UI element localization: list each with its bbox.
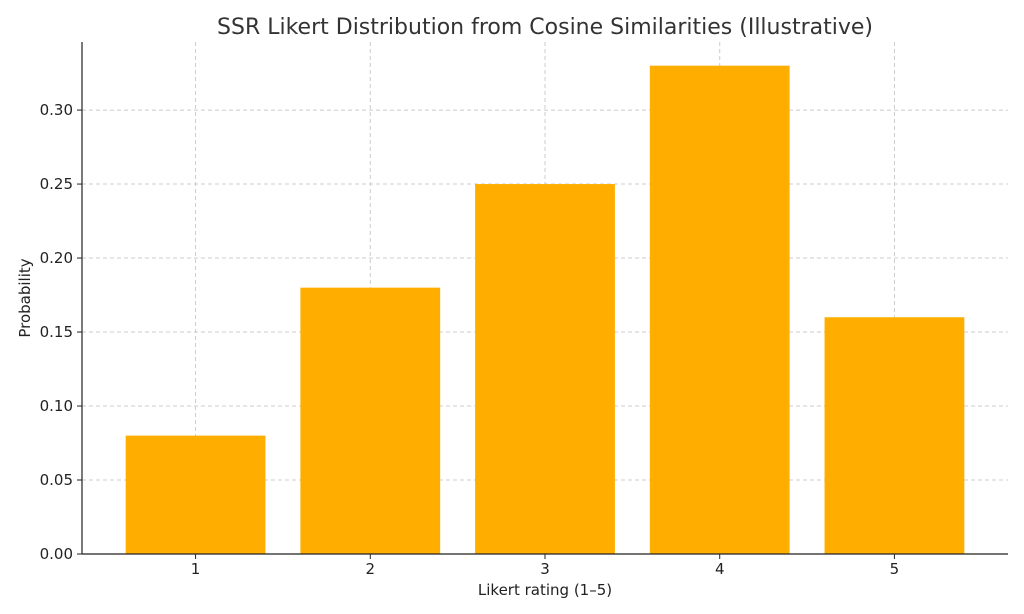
bar-4: [649, 65, 790, 554]
y-tick-label: 0.15: [40, 323, 73, 341]
y-tick-label: 0.10: [40, 397, 73, 415]
bar-3: [475, 184, 615, 554]
y-axis-label: Probability: [16, 258, 34, 337]
y-tick-label: 0.20: [40, 249, 73, 267]
y-tick-label: 0.30: [40, 101, 73, 119]
y-tick-label: 0.25: [40, 175, 73, 193]
chart-title: SSR Likert Distribution from Cosine Simi…: [217, 15, 873, 40]
bar-5: [824, 317, 965, 554]
y-tick-label: 0.00: [40, 545, 73, 563]
x-axis-label: Likert rating (1–5): [478, 581, 612, 599]
x-tick-label: 1: [191, 560, 201, 578]
axes: 0.00 0.05 0.10 0.15 0.20 0.25 0.30 1 2 3 4 5: [40, 42, 1008, 578]
bar-2: [300, 287, 441, 554]
x-tick-label: 3: [540, 560, 550, 578]
x-tick-label: 4: [715, 560, 725, 578]
x-tick-label: 2: [366, 560, 376, 578]
bars: [125, 65, 965, 554]
y-tick-label: 0.05: [40, 471, 73, 489]
bar-1: [125, 435, 266, 554]
x-tick-label: 5: [890, 560, 900, 578]
